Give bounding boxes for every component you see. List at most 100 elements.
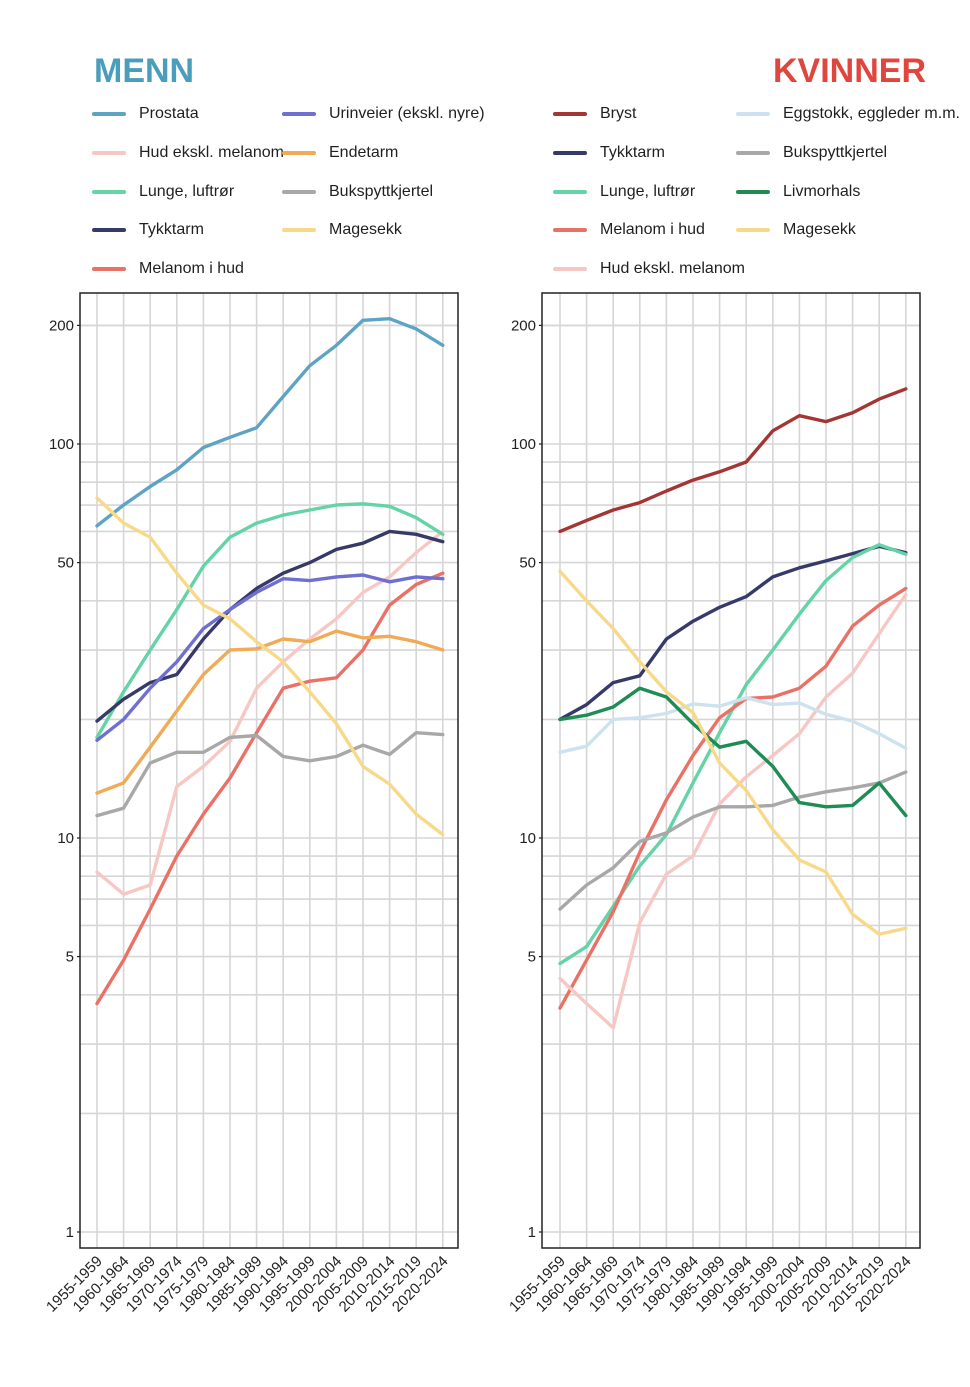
y-tick-label: 1 [66,1224,74,1241]
legend-label: Lunge, luftrør [139,183,235,200]
x-tick-label: 2020-2024 [852,1253,915,1316]
legend-item: Magesekk [736,218,856,242]
series-line [95,571,445,1006]
series-line [95,529,445,896]
x-tick-label: 2010-2014 [336,1253,399,1316]
y-tick-label: 10 [57,830,74,847]
legend-swatch [553,112,587,116]
legend-label: Bukspyttkjertel [783,144,888,161]
legend-swatch [92,267,126,271]
chart-title-kvinner: KVINNER [773,52,927,90]
legend-swatch [736,151,770,155]
series-line [95,629,445,795]
legend-label: Tykktarm [600,144,665,161]
legend-swatch [553,267,587,271]
x-tick-label: 1990-1994 [229,1253,292,1316]
chart-title-menn: MENN [94,52,195,90]
series-line [558,586,908,1010]
legend-swatch [282,190,316,194]
legend-swatch [553,190,587,194]
series-line [558,544,908,722]
plot-menn: 1510501002001955-19591960-19641965-19691… [43,292,459,1316]
y-tick-label: 50 [519,555,536,572]
x-tick-label: 1985-1989 [666,1253,729,1316]
x-tick-label: 1955-1959 [506,1253,569,1316]
legend-item: Lunge, luftrør [553,180,695,204]
legend-swatch [282,151,316,155]
x-tick-label: 1970-1974 [123,1253,186,1316]
legend-swatch [282,112,316,116]
x-tick-label: 1970-1974 [586,1253,649,1316]
x-tick-label: 1975-1979 [612,1253,675,1316]
y-tick-label: 5 [528,949,536,966]
legend-label: Eggstokk, eggleder m.m. [783,105,960,122]
x-tick-label: 2015-2019 [825,1253,888,1316]
x-tick-label: 1975-1979 [149,1253,212,1316]
legend-item: Bryst [553,102,636,126]
legend-label: Magesekk [783,221,856,238]
x-tick-label: 1995-1999 [256,1253,319,1316]
series-line [558,387,908,534]
legend-item: Eggstokk, eggleder m.m. [736,102,960,126]
y-tick-label: 10 [519,830,536,847]
x-tick-label: 1980-1984 [639,1253,702,1316]
series-line [558,686,908,818]
x-tick-label: 2005-2009 [772,1253,835,1316]
legend-swatch [736,112,770,116]
legend-swatch [92,228,126,232]
series-line [95,317,445,528]
y-tick-label: 200 [511,317,536,334]
legend-swatch [92,151,126,155]
legend-item: Bukspyttkjertel [736,141,887,165]
x-tick-label: 2000-2004 [745,1253,808,1316]
legend-item: Livmorhals [736,180,860,204]
y-tick-label: 50 [57,555,74,572]
x-tick-label: 2000-2004 [282,1253,345,1316]
legend-item: Prostata [92,102,199,126]
x-tick-label: 1960-1964 [533,1253,596,1316]
legend-label: Endetarm [329,144,399,161]
x-tick-label: 1980-1984 [176,1253,239,1316]
legend-item: Endetarm [282,141,398,165]
y-tick-label: 100 [511,436,536,453]
series-line [95,573,445,742]
series-line [558,770,908,911]
legend-item: Hud ekskl. melanom [92,141,284,165]
plot-frame [541,292,921,1249]
series-line [95,529,445,723]
x-tick-label: 1955-1959 [43,1253,106,1316]
legend-swatch [553,228,587,232]
legend-label: Lunge, luftrør [600,183,696,200]
x-tick-label: 2015-2019 [362,1253,425,1316]
series-line [558,592,908,1030]
series-line [95,502,445,740]
y-tick-label: 1 [528,1224,536,1241]
series-line [558,696,908,754]
legend-label: Magesekk [329,221,402,238]
legend-label: Tykktarm [139,221,204,238]
legend-swatch [736,190,770,194]
x-tick-label: 1995-1999 [719,1253,782,1316]
y-tick-label: 100 [49,436,74,453]
legend-item: Urinveier (ekskl. nyre) [282,102,485,126]
legend-swatch [736,228,770,232]
legend-label: Hud ekskl. melanom [600,260,745,277]
legend-item: Melanom i hud [553,218,705,242]
series-line [95,731,445,818]
y-tick-label: 200 [49,317,74,334]
legend-label: Urinveier (ekskl. nyre) [329,105,485,122]
legend-swatch [282,228,316,232]
x-tick-label: 2005-2009 [309,1253,372,1316]
legend-item: Magesekk [282,218,402,242]
x-tick-label: 1990-1994 [692,1253,755,1316]
legend-label: Melanom i hud [139,260,244,277]
x-tick-label: 1965-1969 [559,1253,622,1316]
legend-item: Lunge, luftrør [92,180,234,204]
y-tick-label: 5 [66,949,74,966]
series-line [558,543,908,966]
x-tick-label: 2020-2024 [389,1253,452,1316]
legend-item: Hud ekskl. melanom [553,257,745,281]
plot-frame [79,292,459,1249]
plot-kvinner: 1510501002001955-19591960-19641965-19691… [506,292,921,1316]
